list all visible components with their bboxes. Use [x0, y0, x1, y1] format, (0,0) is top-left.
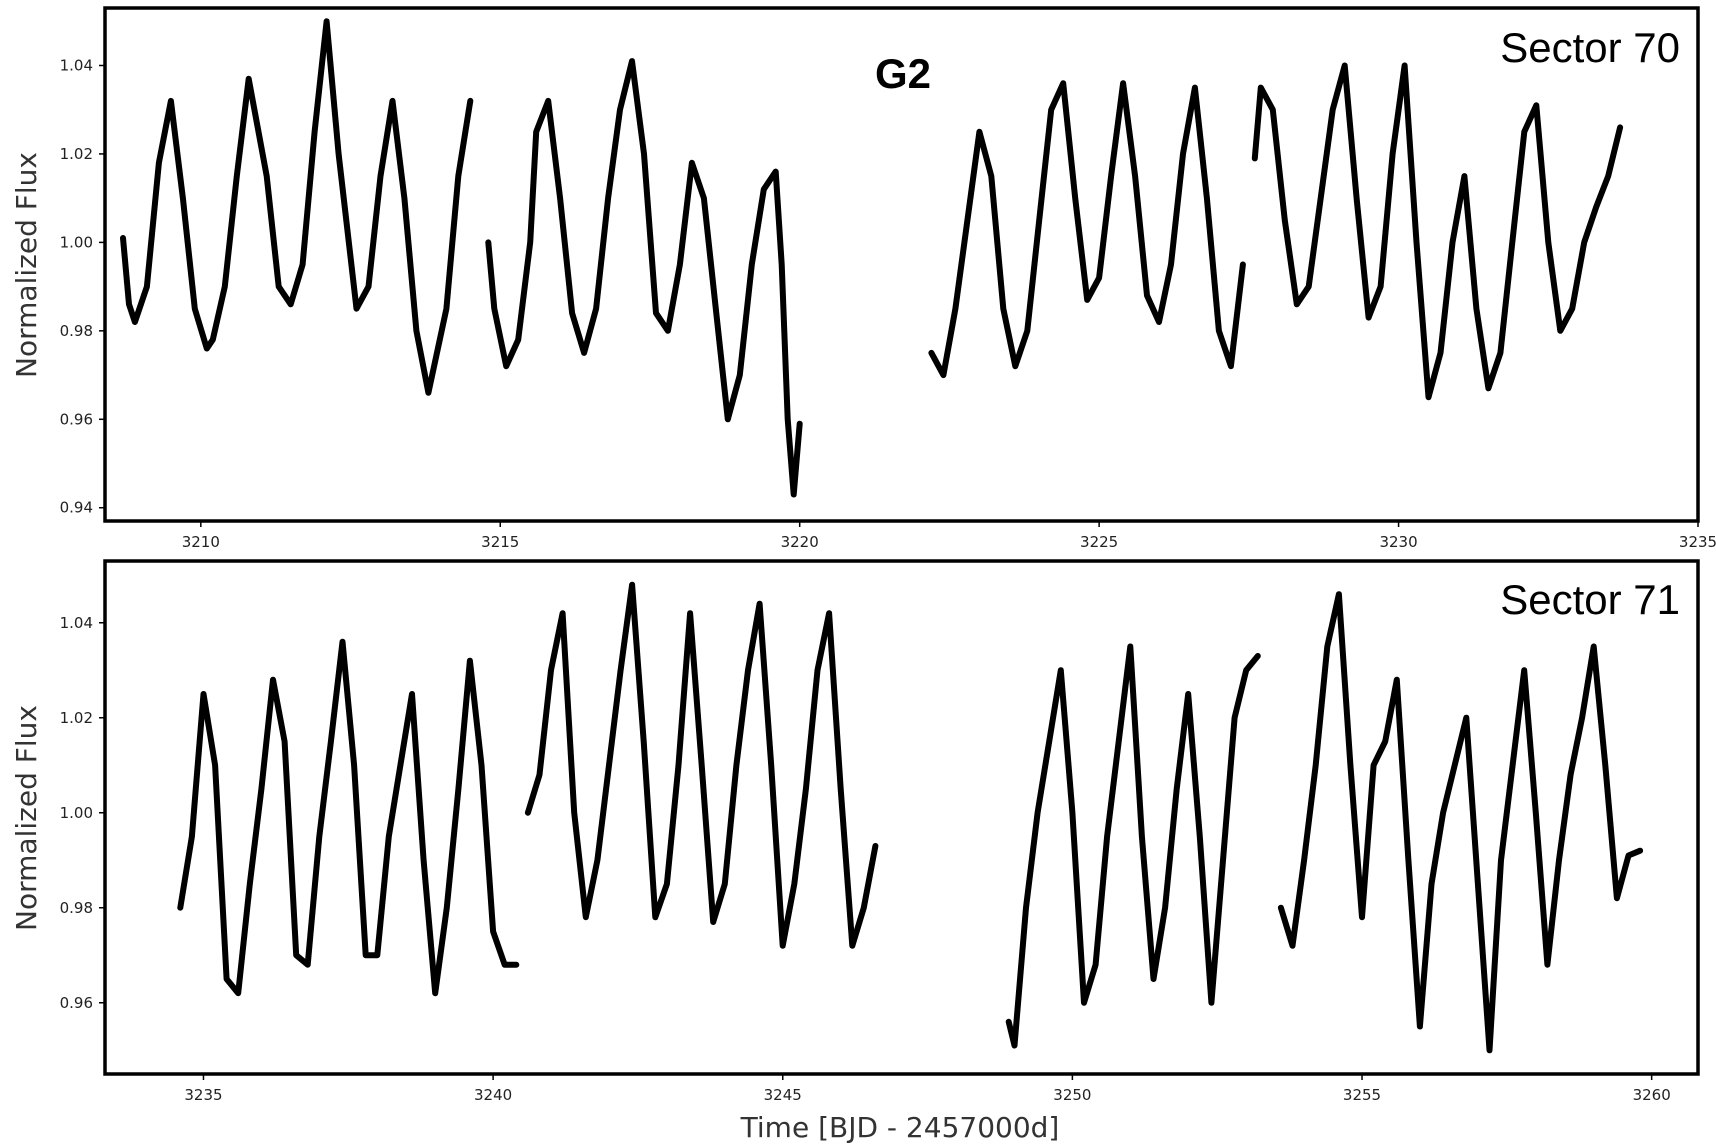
sector-70-curves — [120, 18, 1624, 498]
sector-70-y-tick-label: 1.02 — [60, 145, 93, 163]
sector-71-y-tick-label: 0.98 — [60, 899, 93, 917]
sector-71-x-tick-label: 3260 — [1633, 1086, 1671, 1104]
sector-70-y-tick-label: 1.00 — [60, 233, 93, 251]
sector-70-x-tick-label: 3215 — [481, 533, 519, 551]
sector-70-y-axis-label: Normalized Flux — [10, 152, 43, 378]
sector-71-flux-segment-4 — [1277, 591, 1644, 1054]
sector-71-x-tick-label: 3235 — [184, 1086, 222, 1104]
sector-71-flux-segment-3 — [1005, 643, 1261, 1049]
object-label: G2 — [875, 50, 931, 97]
sector-71-x-axis: 3235 3240 3245 3250 3255 3260 — [184, 1074, 1671, 1104]
sector-71-plot-frame — [103, 559, 1700, 1076]
sector-71-flux-segment-1 — [177, 638, 520, 997]
sector-70-flux-segment-4 — [1251, 62, 1624, 401]
sector-71-y-axis: 0.96 0.98 1.00 1.02 1.04 — [60, 614, 105, 1012]
sector-70-label: Sector 70 — [1500, 24, 1680, 71]
sector-70-x-axis: 3210 3215 3220 3225 3230 3235 — [182, 521, 1716, 551]
sector-70-y-tick-label: 0.98 — [60, 322, 93, 340]
sector-71-y-tick-label: 0.96 — [60, 994, 93, 1012]
sector-70-plot-frame — [103, 6, 1700, 523]
sector-71-x-tick-label: 3255 — [1343, 1086, 1381, 1104]
sector-71-y-tick-label: 1.02 — [60, 709, 93, 727]
sector-71-y-axis-label: Normalized Flux — [10, 705, 43, 931]
sector-71-x-tick-label: 3250 — [1053, 1086, 1091, 1104]
sector-71-label: Sector 71 — [1500, 576, 1680, 623]
sector-70-y-tick-label: 0.96 — [60, 410, 93, 428]
sector-70-flux-segment-2 — [485, 58, 803, 498]
sector-71-y-tick-label: 1.04 — [60, 614, 93, 632]
sector-70-y-tick-label: 1.04 — [60, 56, 93, 74]
sector-70-panel: 0.94 0.96 0.98 1.00 1.02 1.04 3210 3215 3220 322… — [10, 6, 1716, 551]
sector-70-y-tick-label: 0.94 — [60, 499, 93, 517]
sector-70-x-tick-label: 3230 — [1379, 533, 1417, 551]
sector-71-x-tick-label: 3240 — [474, 1086, 512, 1104]
sector-71-curves — [177, 581, 1644, 1054]
sector-70-x-tick-label: 3225 — [1080, 533, 1118, 551]
sector-70-x-tick-label: 3235 — [1679, 533, 1716, 551]
sector-70-y-axis: 0.94 0.96 0.98 1.00 1.02 1.04 — [60, 56, 105, 517]
sector-70-flux-segment-1 — [120, 18, 474, 396]
sector-71-flux-segment-2 — [524, 581, 879, 949]
sector-70-x-tick-label: 3220 — [781, 533, 819, 551]
sector-71-panel: 0.96 0.98 1.00 1.02 1.04 3235 3240 3245 3250 325… — [10, 559, 1700, 1104]
x-axis-label: Time [BJD - 2457000d] — [740, 1111, 1060, 1144]
sector-70-flux-segment-3 — [928, 80, 1246, 379]
sector-71-x-tick-label: 3245 — [764, 1086, 802, 1104]
sector-71-y-tick-label: 1.00 — [60, 804, 93, 822]
sector-70-x-tick-label: 3210 — [182, 533, 220, 551]
